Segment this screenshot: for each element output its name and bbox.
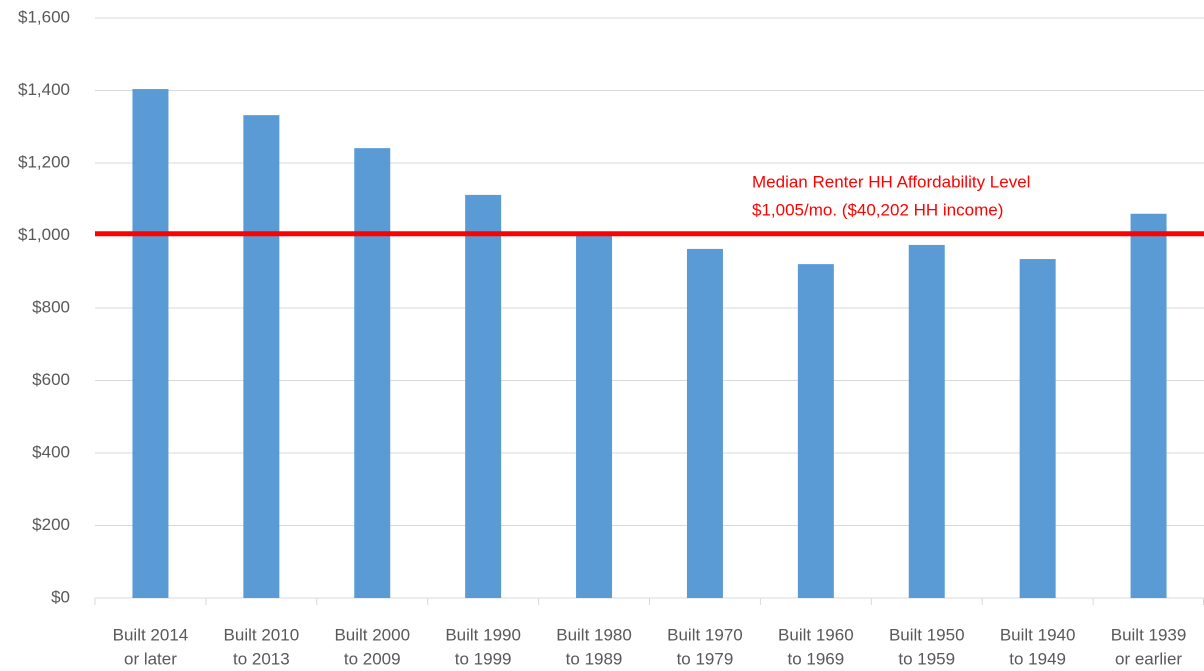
x-tick-label: Built 1939 (1111, 625, 1187, 644)
x-tick-label: to 1979 (677, 649, 734, 668)
x-tick-label: to 1949 (1009, 649, 1066, 668)
y-tick-label: $600 (32, 370, 70, 389)
x-tick-label: Built 2000 (334, 625, 410, 644)
y-tick-label: $200 (32, 515, 70, 534)
x-tick-label: Built 2010 (224, 625, 300, 644)
y-tick-label: $400 (32, 442, 70, 461)
x-tick-label: or earlier (1115, 649, 1182, 668)
x-tick-label: to 1959 (898, 649, 955, 668)
y-tick-label: $800 (32, 297, 70, 316)
x-tick-label: or later (124, 649, 177, 668)
y-tick-label: $1,600 (18, 7, 70, 26)
x-tick-label: Built 1940 (1000, 625, 1076, 644)
x-tick-label: to 1999 (455, 649, 512, 668)
x-tick-label: to 1989 (566, 649, 623, 668)
y-tick-label: $1,200 (18, 152, 70, 171)
bar (686, 248, 723, 598)
bar (243, 115, 280, 599)
x-tick-label: to 2009 (344, 649, 401, 668)
bar (354, 148, 391, 598)
bar (132, 89, 169, 599)
x-tick-label: Built 1990 (445, 625, 521, 644)
x-tick-label: Built 2014 (113, 625, 189, 644)
y-tick-label: $1,000 (18, 225, 70, 244)
bar (797, 264, 834, 598)
x-tick-label: Built 1950 (889, 625, 965, 644)
bar (576, 232, 613, 598)
bar (908, 244, 945, 599)
y-tick-label: $0 (51, 587, 70, 606)
y-tick-label: $1,400 (18, 80, 70, 99)
x-tick-label: Built 1980 (556, 625, 632, 644)
x-tick-label: to 1969 (787, 649, 844, 668)
x-tick-label: to 2013 (233, 649, 290, 668)
bar (1019, 259, 1056, 598)
annotation: Median Renter HH Affordability Level (752, 172, 1030, 191)
x-tick-label: Built 1970 (667, 625, 743, 644)
annotation: $1,005/mo. ($40,202 HH income) (752, 200, 1003, 219)
x-tick-label: Built 1960 (778, 625, 854, 644)
bar (1130, 213, 1167, 598)
bar (465, 194, 502, 598)
